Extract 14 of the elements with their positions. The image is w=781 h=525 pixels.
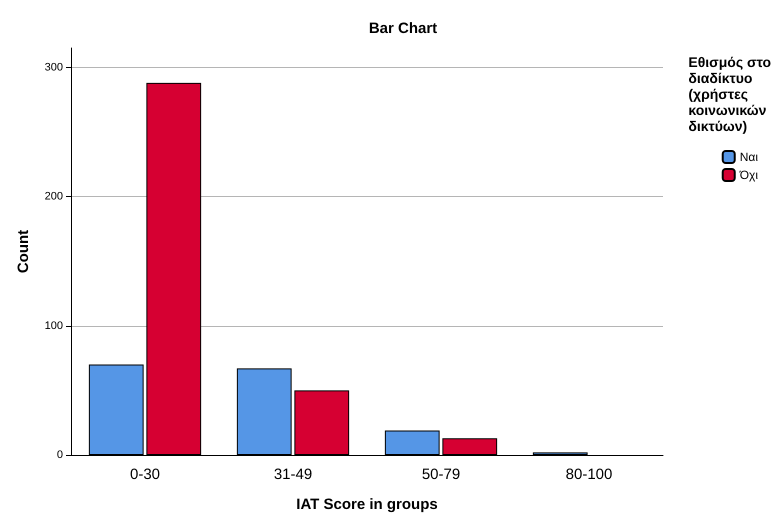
y-axis-title: Count — [15, 230, 32, 274]
y-tick-label: 300 — [44, 61, 63, 74]
y-tick-label: 0 — [56, 449, 63, 461]
chart-title: Bar Chart — [368, 20, 438, 37]
x-tick-label: 0-30 — [130, 466, 160, 483]
x-axis-title: IAT Score in groups — [296, 496, 438, 513]
legend-title: Εθισμός στο διαδίκτυο (χρήστες κοινωνικών δικτύων) — [688, 54, 772, 134]
legend-label: Όχι — [738, 168, 758, 182]
y-tick-label: 200 — [44, 190, 63, 203]
x-tick-label: 31-49 — [274, 466, 312, 483]
y-tick-label: 100 — [44, 320, 63, 332]
x-tick-label: 50-79 — [422, 466, 460, 483]
x-tick-label: 80-100 — [566, 466, 612, 483]
legend-label: Ναι — [740, 150, 758, 164]
